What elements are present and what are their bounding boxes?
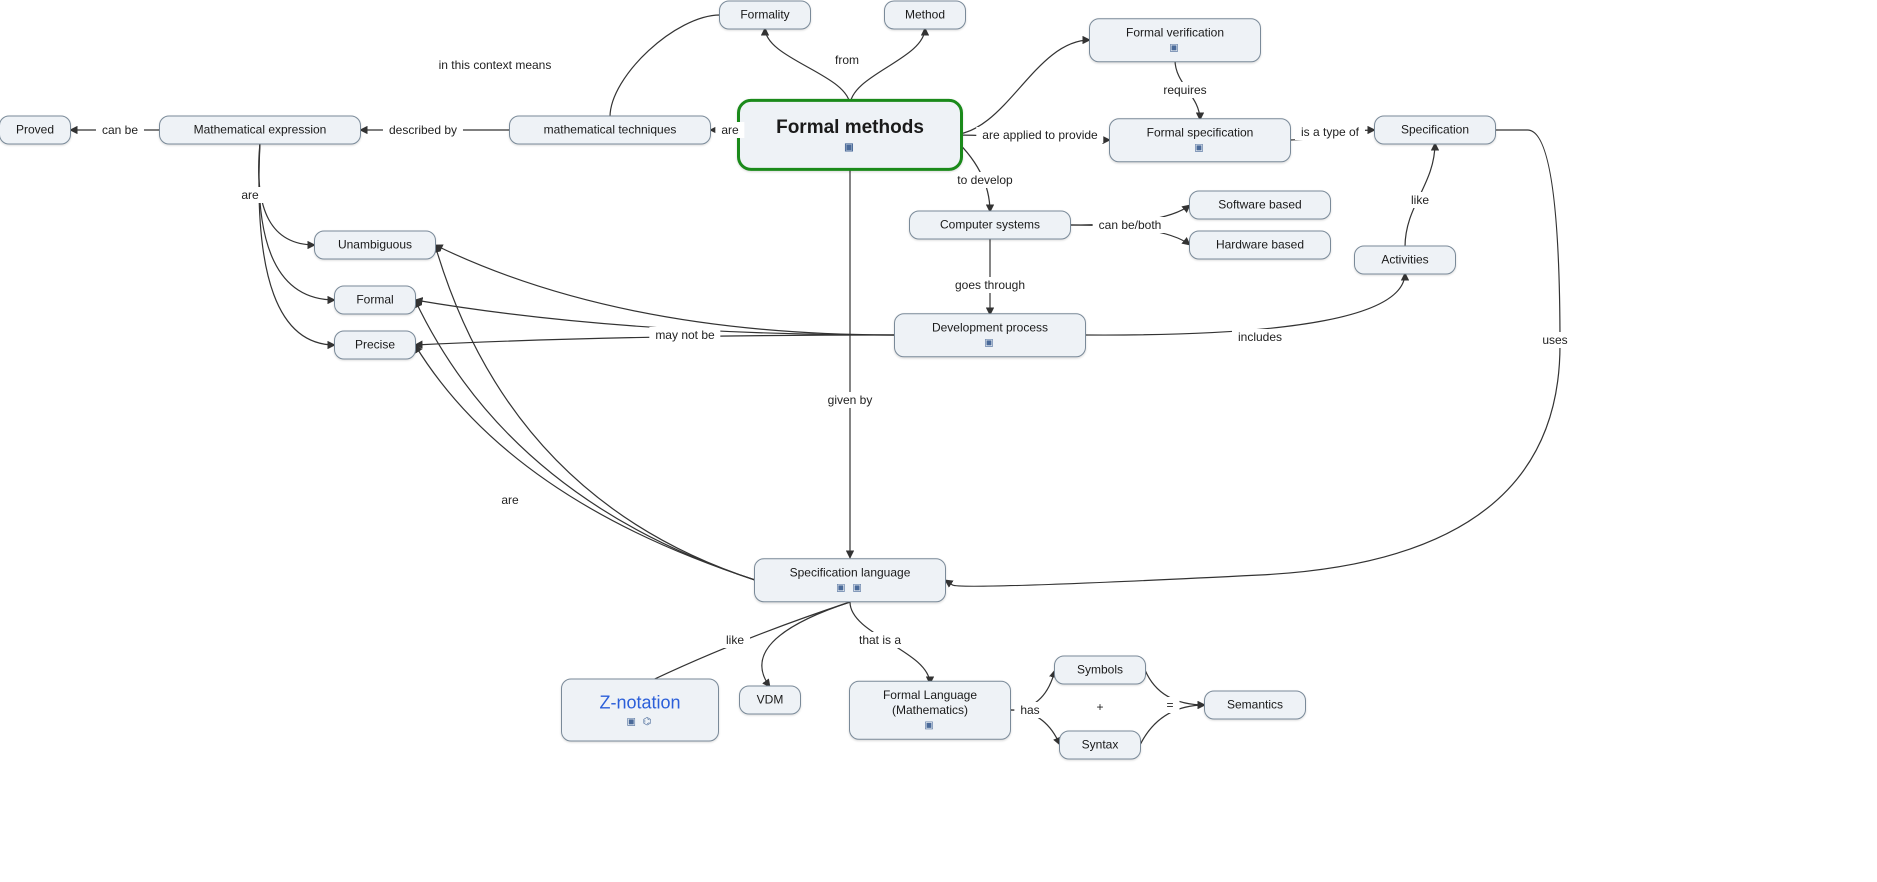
edge-label: is a type of bbox=[1295, 124, 1365, 140]
edge-specification_lang-to-precise bbox=[415, 345, 755, 580]
resource-icon[interactable]: ▣ ▣ bbox=[769, 582, 931, 595]
node-label: Development process bbox=[932, 320, 1048, 334]
node-label: Method bbox=[905, 8, 945, 22]
node-symbols[interactable]: Symbols bbox=[1054, 656, 1146, 685]
edge-label: in this context means bbox=[433, 57, 558, 73]
node-label: Software based bbox=[1218, 198, 1301, 212]
edge-specification_lang-to-unambiguous bbox=[435, 245, 755, 580]
node-math_techniques[interactable]: mathematical techniques bbox=[509, 116, 711, 145]
node-label: Unambiguous bbox=[338, 238, 412, 252]
edge-label: uses bbox=[1536, 332, 1573, 348]
node-method[interactable]: Method bbox=[884, 1, 966, 30]
edge-math_techniques-to-formality bbox=[610, 15, 720, 117]
edge-development_process-to-unambiguous bbox=[435, 245, 895, 335]
node-z_notation[interactable]: Z-notation ▣ ⌬ bbox=[561, 679, 719, 742]
edge-label: + bbox=[1090, 699, 1109, 715]
resource-icon[interactable]: ▣ bbox=[764, 142, 936, 155]
node-label: Syntax bbox=[1082, 738, 1119, 752]
edge-label: = bbox=[1160, 697, 1179, 713]
node-label: Semantics bbox=[1227, 698, 1283, 712]
edge-label: are bbox=[495, 492, 524, 508]
node-specification_lang[interactable]: Specification language ▣ ▣ bbox=[754, 558, 946, 602]
edge-label: requires bbox=[1157, 82, 1212, 98]
node-activities[interactable]: Activities bbox=[1354, 246, 1456, 275]
edge-label: are bbox=[715, 122, 744, 138]
node-label: Mathematical expression bbox=[194, 123, 327, 137]
node-label: Specification language bbox=[790, 565, 911, 579]
node-unambiguous[interactable]: Unambiguous bbox=[314, 231, 436, 260]
node-precise[interactable]: Precise bbox=[334, 331, 416, 360]
node-label: Proved bbox=[16, 123, 54, 137]
edge-label: described by bbox=[383, 122, 463, 138]
resource-icon[interactable]: ▣ bbox=[1124, 142, 1276, 155]
node-formal_language[interactable]: Formal Language (Mathematics) ▣ bbox=[849, 681, 1011, 740]
edge-label: can be bbox=[96, 122, 144, 138]
edge-label: that is a bbox=[853, 632, 907, 648]
edge-label: may not be bbox=[649, 327, 720, 343]
edge-label: from bbox=[829, 52, 865, 68]
node-computer_systems[interactable]: Computer systems bbox=[909, 211, 1071, 240]
node-label: Computer systems bbox=[940, 218, 1040, 232]
edge-label: includes bbox=[1232, 329, 1288, 345]
node-formal_verification[interactable]: Formal verification ▣ bbox=[1089, 18, 1261, 62]
edge-formal_methods-to-formal_verification bbox=[950, 40, 1090, 135]
edge-label: to develop bbox=[951, 172, 1018, 188]
node-software_based[interactable]: Software based bbox=[1189, 191, 1331, 220]
resource-icon[interactable]: ▣ bbox=[1104, 42, 1246, 55]
node-label: Specification bbox=[1401, 123, 1469, 137]
edge-label: given by bbox=[822, 392, 879, 408]
node-label: Formal bbox=[356, 293, 393, 307]
node-label: Formal specification bbox=[1147, 125, 1254, 139]
node-label: Formal methods bbox=[776, 117, 924, 138]
node-formal_specification[interactable]: Formal specification ▣ bbox=[1109, 118, 1291, 162]
edge-label: like bbox=[720, 632, 750, 648]
node-label: Precise bbox=[355, 338, 395, 352]
edge-label: goes through bbox=[949, 277, 1031, 293]
edge-math_expression-to-unambiguous bbox=[259, 143, 315, 245]
edge-label: has bbox=[1014, 702, 1045, 718]
edge-development_process-to-activities bbox=[1085, 273, 1405, 335]
node-label: Z-notation bbox=[599, 693, 680, 713]
node-label: Hardware based bbox=[1216, 238, 1304, 252]
edge-specification_lang-to-vdm bbox=[762, 602, 850, 687]
node-label: Formal Language (Mathematics) bbox=[883, 688, 977, 717]
node-label: Formal verification bbox=[1126, 25, 1224, 39]
edge-label: can be/both bbox=[1093, 217, 1168, 233]
resource-icon[interactable]: ▣ ⌬ bbox=[584, 716, 696, 729]
node-label: mathematical techniques bbox=[544, 123, 677, 137]
node-development_process[interactable]: Development process ▣ bbox=[894, 313, 1086, 357]
node-semantics[interactable]: Semantics bbox=[1204, 691, 1306, 720]
edge-math_expression-to-formal bbox=[259, 143, 335, 300]
resource-icon[interactable]: ▣ bbox=[864, 720, 996, 733]
node-formal_methods[interactable]: Formal methods ▣ bbox=[737, 99, 963, 171]
edge-label: are applied to provide bbox=[976, 127, 1103, 143]
node-specification[interactable]: Specification bbox=[1374, 116, 1496, 145]
node-label: VDM bbox=[757, 693, 784, 707]
resource-icon[interactable]: ▣ bbox=[909, 337, 1071, 350]
node-label: Activities bbox=[1381, 253, 1428, 267]
node-formal[interactable]: Formal bbox=[334, 286, 416, 315]
node-math_expression[interactable]: Mathematical expression bbox=[159, 116, 361, 145]
edge-label: are bbox=[235, 187, 264, 203]
node-formality[interactable]: Formality bbox=[719, 1, 811, 30]
node-syntax[interactable]: Syntax bbox=[1059, 731, 1141, 760]
node-label: Symbols bbox=[1077, 663, 1123, 677]
edge-label: like bbox=[1405, 192, 1435, 208]
node-hardware_based[interactable]: Hardware based bbox=[1189, 231, 1331, 260]
node-vdm[interactable]: VDM bbox=[739, 686, 801, 715]
node-label: Formality bbox=[740, 8, 789, 22]
concept-map-canvas: Formal methods ▣ Formality Method mathematic… bbox=[0, 0, 1877, 882]
node-proved[interactable]: Proved bbox=[0, 116, 71, 145]
